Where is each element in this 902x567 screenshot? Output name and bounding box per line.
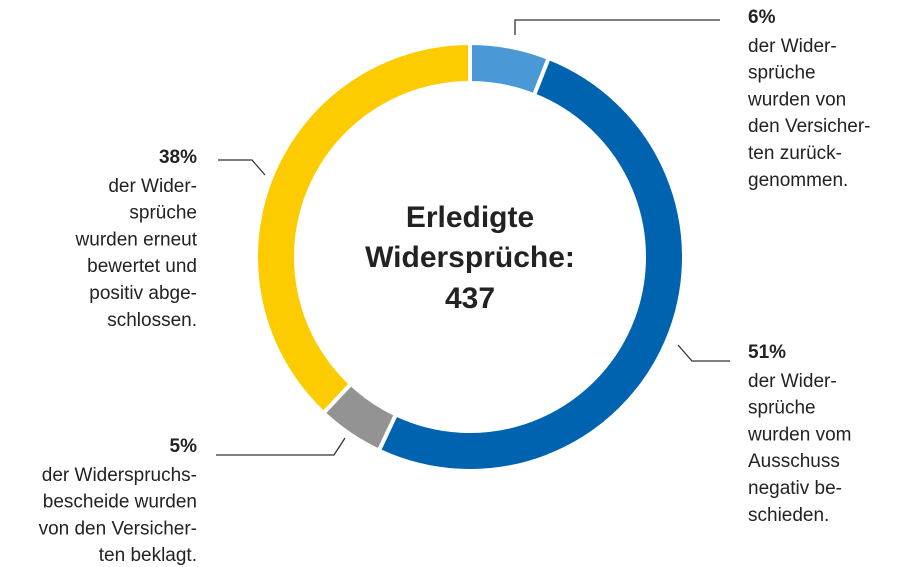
segment-description: der Widerspruchs-: [42, 465, 197, 486]
percent-label: 5%: [170, 436, 198, 457]
segment-description: den Versicher-: [748, 116, 871, 137]
segment-description: der Wider-: [748, 371, 837, 392]
leader-line: [216, 437, 346, 456]
segment-description: sprüche: [748, 398, 816, 419]
donut-segment: [376, 55, 686, 473]
segment-description: wurden vom: [747, 424, 852, 445]
segment-description: schieden.: [748, 505, 829, 526]
segment-description: wurden von: [747, 89, 846, 110]
segment-description: ten beklagt.: [99, 545, 197, 566]
leader-line: [218, 159, 266, 176]
segment-description: der Wider-: [108, 176, 197, 197]
segment-description: negativ be-: [748, 478, 842, 499]
leader-line: [514, 19, 720, 35]
center-title: Widersprüche:: [365, 241, 575, 274]
segment-description: positiv abge-: [89, 283, 197, 304]
percent-label: 38%: [159, 147, 197, 168]
segment-description: sprüche: [748, 63, 816, 84]
segment-description: schlossen.: [107, 310, 197, 331]
segment-description: Ausschuss: [748, 451, 840, 472]
leader-line: [677, 344, 730, 362]
percent-label: 51%: [748, 342, 786, 363]
percent-label: 6%: [748, 7, 776, 28]
donut-segment: [254, 40, 472, 416]
segment-description: wurden erneut: [75, 229, 198, 250]
segment-description: ten zurück-: [748, 143, 842, 164]
segment-description: bewertet und: [87, 256, 197, 277]
segment-description: der Wider-: [748, 36, 837, 57]
segment-description: bescheide wurden: [43, 492, 197, 513]
segment-description: von den Versicher-: [39, 518, 197, 539]
segment-description: sprüche: [129, 203, 197, 224]
segment-description: genommen.: [748, 170, 848, 191]
center-title: Erledigte: [406, 201, 534, 234]
center-total: 437: [445, 282, 495, 315]
